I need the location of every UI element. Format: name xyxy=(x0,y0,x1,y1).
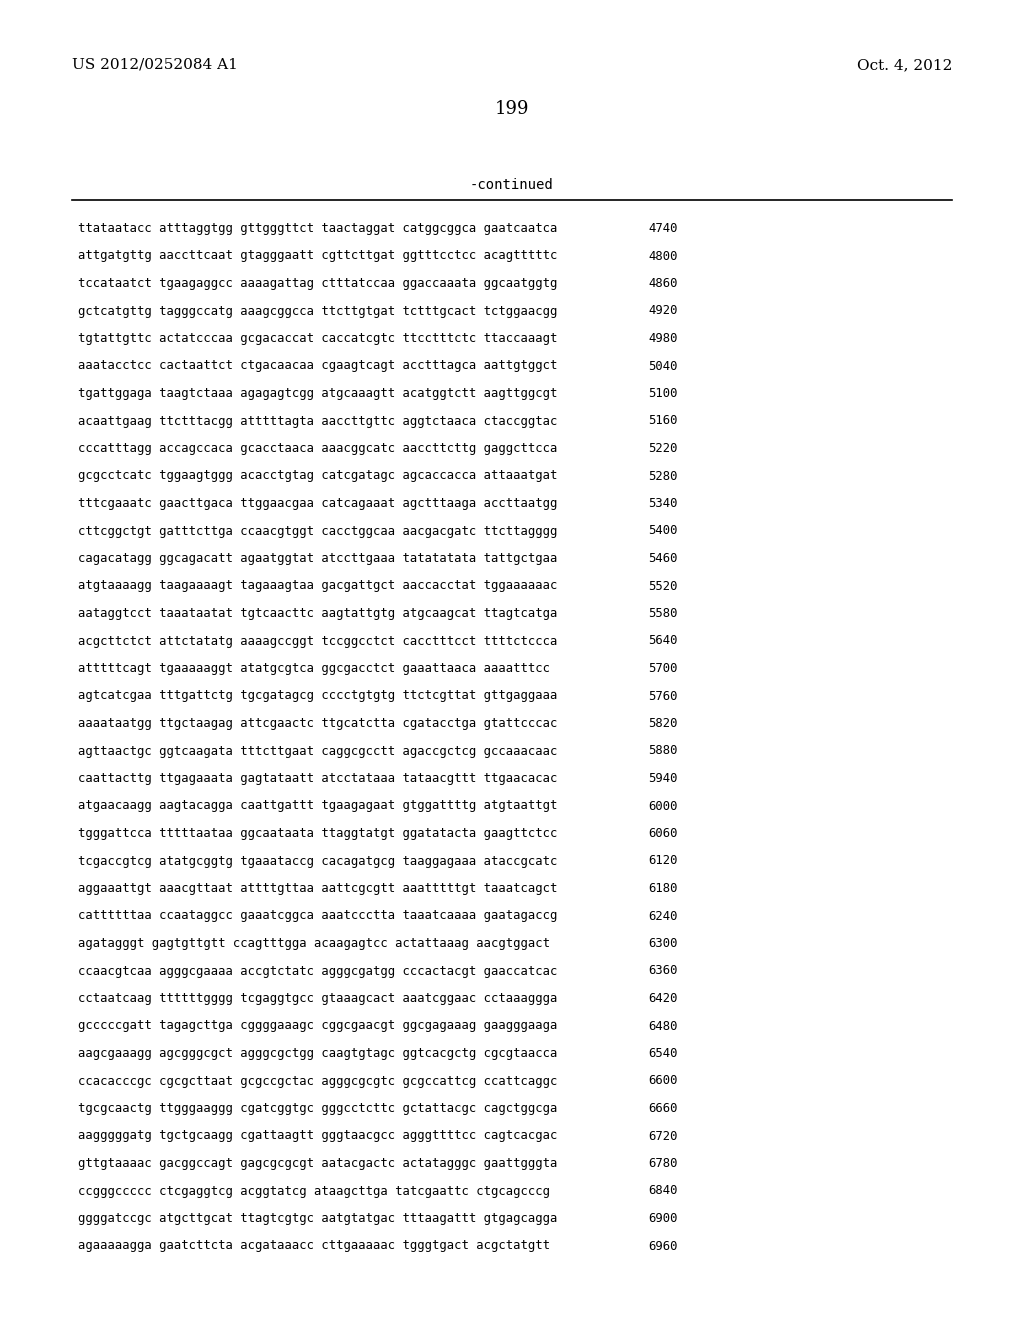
Text: atttttcagt tgaaaaaggt atatgcgtca ggcgacctct gaaattaaca aaaatttcc: atttttcagt tgaaaaaggt atatgcgtca ggcgacc… xyxy=(78,663,550,675)
Text: 5820: 5820 xyxy=(648,717,678,730)
Text: 5880: 5880 xyxy=(648,744,678,758)
Text: cttcggctgt gatttcttga ccaacgtggt cacctggcaa aacgacgatc ttcttagggg: cttcggctgt gatttcttga ccaacgtggt cacctgg… xyxy=(78,524,557,537)
Text: US 2012/0252084 A1: US 2012/0252084 A1 xyxy=(72,58,238,73)
Text: acaattgaag ttctttacgg atttttagta aaccttgttc aggtctaaca ctaccggtac: acaattgaag ttctttacgg atttttagta aaccttg… xyxy=(78,414,557,428)
Text: ccacacccgc cgcgcttaat gcgccgctac agggcgcgtc gcgccattcg ccattcaggc: ccacacccgc cgcgcttaat gcgccgctac agggcgc… xyxy=(78,1074,557,1088)
Text: 5700: 5700 xyxy=(648,663,678,675)
Text: agtcatcgaa tttgattctg tgcgatagcg cccctgtgtg ttctcgttat gttgaggaaa: agtcatcgaa tttgattctg tgcgatagcg cccctgt… xyxy=(78,689,557,702)
Text: tgtattgttc actatcccaa gcgacaccat caccatcgtc ttcctttctc ttaccaaagt: tgtattgttc actatcccaa gcgacaccat caccatc… xyxy=(78,333,557,345)
Text: agatagggt gagtgttgtt ccagtttgga acaagagtcc actattaaag aacgtggact: agatagggt gagtgttgtt ccagtttgga acaagagt… xyxy=(78,937,550,950)
Text: gctcatgttg tagggccatg aaagcggcca ttcttgtgat tctttgcact tctggaacgg: gctcatgttg tagggccatg aaagcggcca ttcttgt… xyxy=(78,305,557,318)
Text: 5640: 5640 xyxy=(648,635,678,648)
Text: tcgaccgtcg atatgcggtg tgaaataccg cacagatgcg taaggagaaa ataccgcatc: tcgaccgtcg atatgcggtg tgaaataccg cacagat… xyxy=(78,854,557,867)
Text: 6000: 6000 xyxy=(648,800,678,813)
Text: 5760: 5760 xyxy=(648,689,678,702)
Text: agttaactgc ggtcaagata tttcttgaat caggcgcctt agaccgctcg gccaaacaac: agttaactgc ggtcaagata tttcttgaat caggcgc… xyxy=(78,744,557,758)
Text: 6900: 6900 xyxy=(648,1212,678,1225)
Text: cattttttaa ccaataggcc gaaatcggca aaatccctta taaatcaaaa gaatagaccg: cattttttaa ccaataggcc gaaatcggca aaatccc… xyxy=(78,909,557,923)
Text: gttgtaaaac gacggccagt gagcgcgcgt aatacgactc actatagggc gaattgggta: gttgtaaaac gacggccagt gagcgcgcgt aatacga… xyxy=(78,1158,557,1170)
Text: atgaacaagg aagtacagga caattgattt tgaagagaat gtggattttg atgtaattgt: atgaacaagg aagtacagga caattgattt tgaagag… xyxy=(78,800,557,813)
Text: 6420: 6420 xyxy=(648,993,678,1005)
Text: ccgggccccc ctcgaggtcg acggtatcg ataagcttga tatcgaattc ctgcagcccg: ccgggccccc ctcgaggtcg acggtatcg ataagctt… xyxy=(78,1184,550,1197)
Text: cagacatagg ggcagacatt agaatggtat atccttgaaa tatatatata tattgctgaa: cagacatagg ggcagacatt agaatggtat atccttg… xyxy=(78,552,557,565)
Text: 6180: 6180 xyxy=(648,882,678,895)
Text: Oct. 4, 2012: Oct. 4, 2012 xyxy=(857,58,952,73)
Text: 6840: 6840 xyxy=(648,1184,678,1197)
Text: 5520: 5520 xyxy=(648,579,678,593)
Text: atgtaaaagg taagaaaagt tagaaagtaa gacgattgct aaccacctat tggaaaaaac: atgtaaaagg taagaaaagt tagaaagtaa gacgatt… xyxy=(78,579,557,593)
Text: ccaacgtcaa agggcgaaaa accgtctatc agggcgatgg cccactacgt gaaccatcac: ccaacgtcaa agggcgaaaa accgtctatc agggcga… xyxy=(78,965,557,978)
Text: 5160: 5160 xyxy=(648,414,678,428)
Text: 5100: 5100 xyxy=(648,387,678,400)
Text: 4800: 4800 xyxy=(648,249,678,263)
Text: 5940: 5940 xyxy=(648,772,678,785)
Text: aagggggatg tgctgcaagg cgattaagtt gggtaacgcc agggttttcc cagtcacgac: aagggggatg tgctgcaagg cgattaagtt gggtaac… xyxy=(78,1130,557,1143)
Text: 6660: 6660 xyxy=(648,1102,678,1115)
Text: 4860: 4860 xyxy=(648,277,678,290)
Text: tgattggaga taagtctaaa agagagtcgg atgcaaagtt acatggtctt aagttggcgt: tgattggaga taagtctaaa agagagtcgg atgcaaa… xyxy=(78,387,557,400)
Text: 6960: 6960 xyxy=(648,1239,678,1253)
Text: tccataatct tgaagaggcc aaaagattag ctttatccaa ggaccaaata ggcaatggtg: tccataatct tgaagaggcc aaaagattag ctttatc… xyxy=(78,277,557,290)
Text: 6060: 6060 xyxy=(648,828,678,840)
Text: -continued: -continued xyxy=(470,178,554,191)
Text: 6120: 6120 xyxy=(648,854,678,867)
Text: aaaataatgg ttgctaagag attcgaactc ttgcatctta cgatacctga gtattcccac: aaaataatgg ttgctaagag attcgaactc ttgcatc… xyxy=(78,717,557,730)
Text: caattacttg ttgagaaata gagtataatt atcctataaa tataacgttt ttgaacacac: caattacttg ttgagaaata gagtataatt atcctat… xyxy=(78,772,557,785)
Text: 6300: 6300 xyxy=(648,937,678,950)
Text: ggggatccgc atgcttgcat ttagtcgtgc aatgtatgac tttaagattt gtgagcagga: ggggatccgc atgcttgcat ttagtcgtgc aatgtat… xyxy=(78,1212,557,1225)
Text: 5460: 5460 xyxy=(648,552,678,565)
Text: 5280: 5280 xyxy=(648,470,678,483)
Text: 4740: 4740 xyxy=(648,222,678,235)
Text: tgggattcca tttttaataa ggcaataata ttaggtatgt ggatatacta gaagttctcc: tgggattcca tttttaataa ggcaataata ttaggta… xyxy=(78,828,557,840)
Text: aggaaattgt aaacgttaat attttgttaa aattcgcgtt aaatttttgt taaatcagct: aggaaattgt aaacgttaat attttgttaa aattcgc… xyxy=(78,882,557,895)
Text: 4980: 4980 xyxy=(648,333,678,345)
Text: aagcgaaagg agcgggcgct agggcgctgg caagtgtagc ggtcacgctg cgcgtaacca: aagcgaaagg agcgggcgct agggcgctgg caagtgt… xyxy=(78,1047,557,1060)
Text: 5040: 5040 xyxy=(648,359,678,372)
Text: 6720: 6720 xyxy=(648,1130,678,1143)
Text: 6360: 6360 xyxy=(648,965,678,978)
Text: acgcttctct attctatatg aaaagccggt tccggcctct cacctttcct ttttctccca: acgcttctct attctatatg aaaagccggt tccggcc… xyxy=(78,635,557,648)
Text: tttcgaaatc gaacttgaca ttggaacgaa catcagaaat agctttaaga accttaatgg: tttcgaaatc gaacttgaca ttggaacgaa catcaga… xyxy=(78,498,557,510)
Text: 5400: 5400 xyxy=(648,524,678,537)
Text: tgcgcaactg ttgggaaggg cgatcggtgc gggcctcttc gctattacgc cagctggcga: tgcgcaactg ttgggaaggg cgatcggtgc gggcctc… xyxy=(78,1102,557,1115)
Text: 5340: 5340 xyxy=(648,498,678,510)
Text: gcccccgatt tagagcttga cggggaaagc cggcgaacgt ggcgagaaag gaagggaaga: gcccccgatt tagagcttga cggggaaagc cggcgaa… xyxy=(78,1019,557,1032)
Text: aaatacctcc cactaattct ctgacaacaa cgaagtcagt acctttagca aattgtggct: aaatacctcc cactaattct ctgacaacaa cgaagtc… xyxy=(78,359,557,372)
Text: 5580: 5580 xyxy=(648,607,678,620)
Text: 6780: 6780 xyxy=(648,1158,678,1170)
Text: aataggtcct taaataatat tgtcaacttc aagtattgtg atgcaagcat ttagtcatga: aataggtcct taaataatat tgtcaacttc aagtatt… xyxy=(78,607,557,620)
Text: 4920: 4920 xyxy=(648,305,678,318)
Text: 199: 199 xyxy=(495,100,529,117)
Text: cccatttagg accagccaca gcacctaaca aaacggcatc aaccttcttg gaggcttcca: cccatttagg accagccaca gcacctaaca aaacggc… xyxy=(78,442,557,455)
Text: cctaatcaag ttttttgggg tcgaggtgcc gtaaagcact aaatcggaac cctaaaggga: cctaatcaag ttttttgggg tcgaggtgcc gtaaagc… xyxy=(78,993,557,1005)
Text: gcgcctcatc tggaagtggg acacctgtag catcgatagc agcaccacca attaaatgat: gcgcctcatc tggaagtggg acacctgtag catcgat… xyxy=(78,470,557,483)
Text: 6240: 6240 xyxy=(648,909,678,923)
Text: 5220: 5220 xyxy=(648,442,678,455)
Text: 6540: 6540 xyxy=(648,1047,678,1060)
Text: ttataatacc atttaggtgg gttgggttct taactaggat catggcggca gaatcaatca: ttataatacc atttaggtgg gttgggttct taactag… xyxy=(78,222,557,235)
Text: agaaaaagga gaatcttcta acgataaacc cttgaaaaac tgggtgact acgctatgtt: agaaaaagga gaatcttcta acgataaacc cttgaaa… xyxy=(78,1239,550,1253)
Text: 6600: 6600 xyxy=(648,1074,678,1088)
Text: attgatgttg aaccttcaat gtagggaatt cgttcttgat ggtttcctcc acagtttttc: attgatgttg aaccttcaat gtagggaatt cgttctt… xyxy=(78,249,557,263)
Text: 6480: 6480 xyxy=(648,1019,678,1032)
